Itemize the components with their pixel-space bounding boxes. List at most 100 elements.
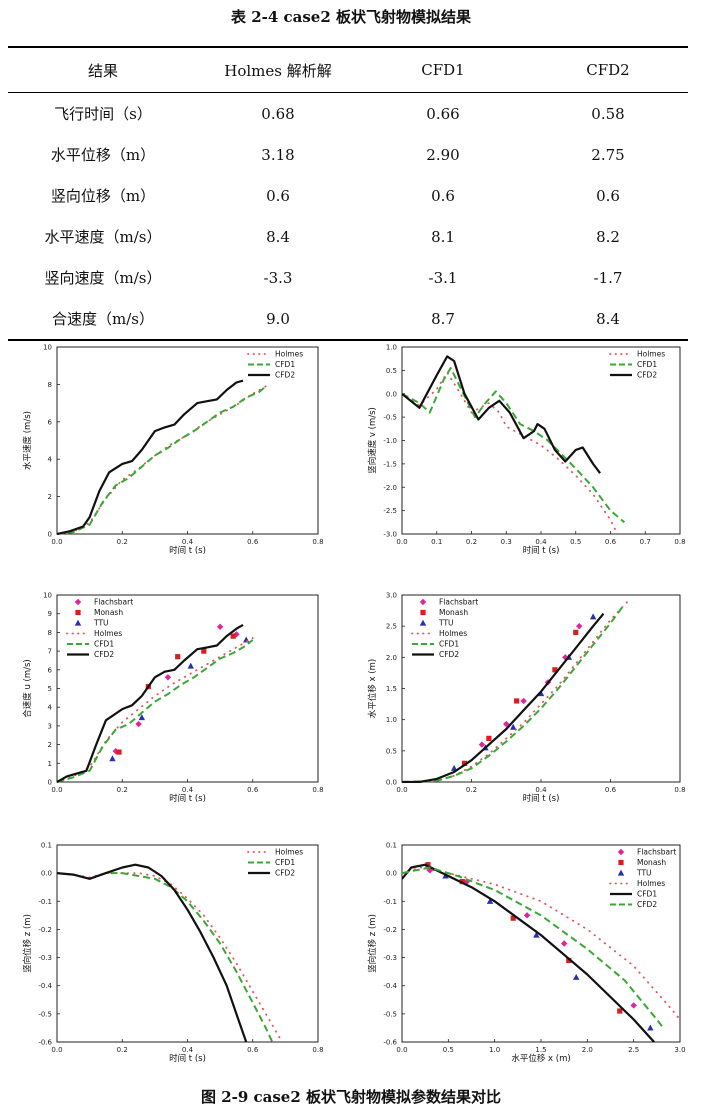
series-monash-point [175,654,181,660]
series-flachsbart-point [560,940,568,947]
x-tick-label: 0.6 [247,538,259,546]
table-row: 合速度（m/s） 9.0 8.7 8.4 [8,298,688,340]
legend-cfd1-label: CFD1 [637,360,657,369]
x-tick-label: 0.4 [182,538,194,546]
legend-ttu-swatch [617,869,625,876]
series-flachsbart-point [135,720,142,728]
series-ttu-point [187,662,194,669]
x-tick-label: 1.5 [535,1046,546,1054]
series-cfd1-line [402,367,626,524]
x-tick-label: 0.0 [396,538,407,546]
series-ttu-point [573,973,580,980]
x-tick-label: 0.2 [117,1046,128,1054]
legend-cfd2-label: CFD2 [637,371,657,380]
x-tick-label: 0.2 [117,786,128,794]
x-tick-label: 0.8 [674,538,685,546]
series-monash-point [566,957,572,963]
legend-holmes-label: Holmes [439,629,467,638]
y-tick-label: 7 [48,648,52,656]
y-tick-label: 0.1 [41,842,52,850]
legend-cfd2-label: CFD2 [94,650,114,659]
series-ttu-point [647,1024,654,1031]
legend-cfd2-label: CFD2 [275,869,295,878]
legend-holmes-label: Holmes [637,350,665,359]
y-tick-label: 0.0 [41,870,52,878]
data-layer [402,355,626,535]
y-tick-label: 2 [48,741,52,749]
x-tick-label: 0.0 [396,1046,407,1054]
series-ttu-point [486,897,494,904]
legend-ttu-label: TTU [636,869,652,878]
x-tick-label: 0.8 [312,1046,323,1054]
series-holmes-line [402,371,619,535]
y-tick-label: -0.6 [383,1039,397,1047]
series-monash-point [461,760,468,766]
y-tick-label: -0.3 [38,954,52,962]
legend-flachsbart-label: Flachsbart [637,848,676,857]
x-tick-label: 0.0 [51,1046,62,1054]
x-tick-label: 0.4 [535,538,547,546]
y-axis-label: 合速度 u (m/s) [22,659,33,718]
table-row: 水平速度（m/s） 8.4 8.1 8.2 [8,216,688,257]
legend-cfd2-label: CFD2 [637,900,657,909]
legend-flachsbart-label: Flachsbart [94,598,133,607]
x-tick-label: 0.1 [431,538,442,546]
y-axis-label: 水平速度 (m/s) [22,411,33,470]
row-label: 水平位移（m） [50,146,156,164]
series-cfd2-line [57,863,248,1043]
chart-horizontal-velocity: 0.0 0.2 0.4 0.6 0.8 0 2 4 6 8 10 时间 t (s) 水平速度 (m/s)… [22,344,324,557]
table-cell: 8.2 [596,227,620,246]
legend-holmes-label: Holmes [94,629,122,638]
y-axis-label: 竖向位移 z (m) [367,914,378,973]
legend-holmes-label: Holmes [275,848,303,857]
table-cell: 0.58 [591,104,625,123]
x-tick-label: 0.6 [247,1046,259,1054]
series-monash-point [230,633,236,639]
y-tick-label: 0.1 [386,842,397,850]
x-tick-label: 2.5 [628,1046,639,1054]
x-tick-label: 0.2 [117,538,128,546]
y-tick-label: 3.0 [386,592,397,600]
table-title: 表 2-4 case2 板状飞射物模拟结果 [230,8,472,26]
legend-holmes-label: Holmes [275,350,303,359]
y-tick-label: -0.5 [383,414,397,422]
y-tick-label: 10 [43,344,52,352]
series-monash-point [514,698,520,704]
x-tick-label: 0.2 [466,538,477,546]
y-tick-label: -0.6 [38,1039,52,1047]
y-tick-label: -0.4 [38,982,52,990]
series-holmes-line [402,600,629,783]
y-tick-label: 5 [48,685,52,693]
series-monash-point [552,667,558,673]
legend-cfd2-label: CFD2 [275,371,295,380]
series-cfd1-line [402,863,655,1043]
legend-cfd1-label: CFD1 [275,360,295,369]
table-row: 水平位移（m） 3.18 2.90 2.75 [8,134,688,175]
y-tick-label: -0.3 [383,954,397,962]
series-cfd2-line [402,355,601,474]
x-tick-label: 0.6 [605,786,617,794]
x-tick-label: 0.7 [640,538,651,546]
y-tick-label: -0.2 [38,926,52,934]
y-tick-label: 4 [48,456,53,464]
x-tick-label: 0.8 [312,786,323,794]
series-cfd1-line [57,872,274,1043]
data-layer [402,600,629,783]
table-cell: -1.7 [593,268,623,287]
chart-vertical-velocity: 0.0 0.1 0.2 0.3 0.4 0.5 0.6 0.7 0.8 -3.0 -2.5 -2.0 -… [367,344,686,557]
legend-monash-swatch [618,859,624,866]
legend-ttu-swatch [419,619,427,626]
series-monash-point [201,648,207,654]
y-tick-label: -2.5 [383,507,397,515]
y-axis-label: 水平位移 x (m) [367,659,378,718]
data-layer [57,379,267,535]
table-cell: 2.90 [426,145,460,164]
series-monash-point [617,1008,623,1014]
y-tick-label: 3 [48,722,52,730]
y-tick-label: 0.0 [386,779,397,787]
series-flachsbart-point [164,674,172,681]
y-axis-label: 竖向速度 v (m/s) [367,407,378,474]
x-tick-label: 0.0 [51,538,62,546]
legend-cfd1-label: CFD1 [275,858,295,867]
y-tick-label: 0.5 [386,747,397,755]
